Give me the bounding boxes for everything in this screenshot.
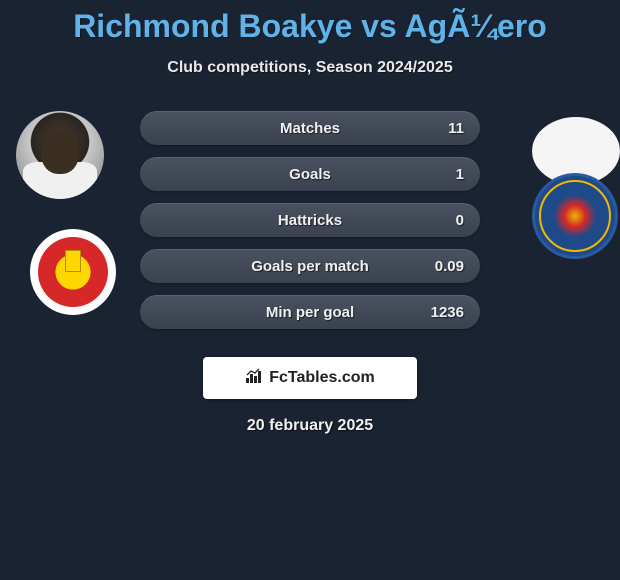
page-title: Richmond Boakye vs AgÃ¼ero — [0, 0, 620, 45]
brand-text: FcTables.com — [269, 369, 375, 387]
stat-row-hattricks: Hattricks 0 — [140, 203, 480, 237]
stat-label: Matches — [280, 120, 340, 137]
stat-label: Goals per match — [251, 258, 369, 275]
stat-row-goals: Goals 1 — [140, 157, 480, 191]
right-player-column — [492, 111, 612, 341]
main-content: Matches 11 Goals 1 Hattricks 0 Goals per… — [0, 111, 620, 351]
stat-value: 1 — [456, 166, 464, 183]
stat-value: 11 — [448, 120, 464, 137]
chart-icon — [245, 368, 265, 389]
stat-label: Goals — [289, 166, 331, 183]
subtitle: Club competitions, Season 2024/2025 — [0, 59, 620, 77]
stat-value: 0 — [456, 212, 464, 229]
stat-label: Min per goal — [266, 304, 354, 321]
stat-label: Hattricks — [278, 212, 342, 229]
stat-value: 0.09 — [435, 258, 464, 275]
player-avatar-left — [16, 111, 104, 199]
stat-value: 1236 — [431, 304, 464, 321]
brand-box[interactable]: FcTables.com — [203, 357, 417, 399]
stat-row-min-per-goal: Min per goal 1236 — [140, 295, 480, 329]
comparison-card: Richmond Boakye vs AgÃ¼ero Club competit… — [0, 0, 620, 435]
club-badge-right — [532, 173, 618, 259]
club-badge-left — [30, 229, 116, 315]
left-player-column — [8, 111, 128, 341]
date-line: 20 february 2025 — [0, 417, 620, 435]
stats-list: Matches 11 Goals 1 Hattricks 0 Goals per… — [140, 111, 480, 341]
stat-row-matches: Matches 11 — [140, 111, 480, 145]
stat-row-goals-per-match: Goals per match 0.09 — [140, 249, 480, 283]
